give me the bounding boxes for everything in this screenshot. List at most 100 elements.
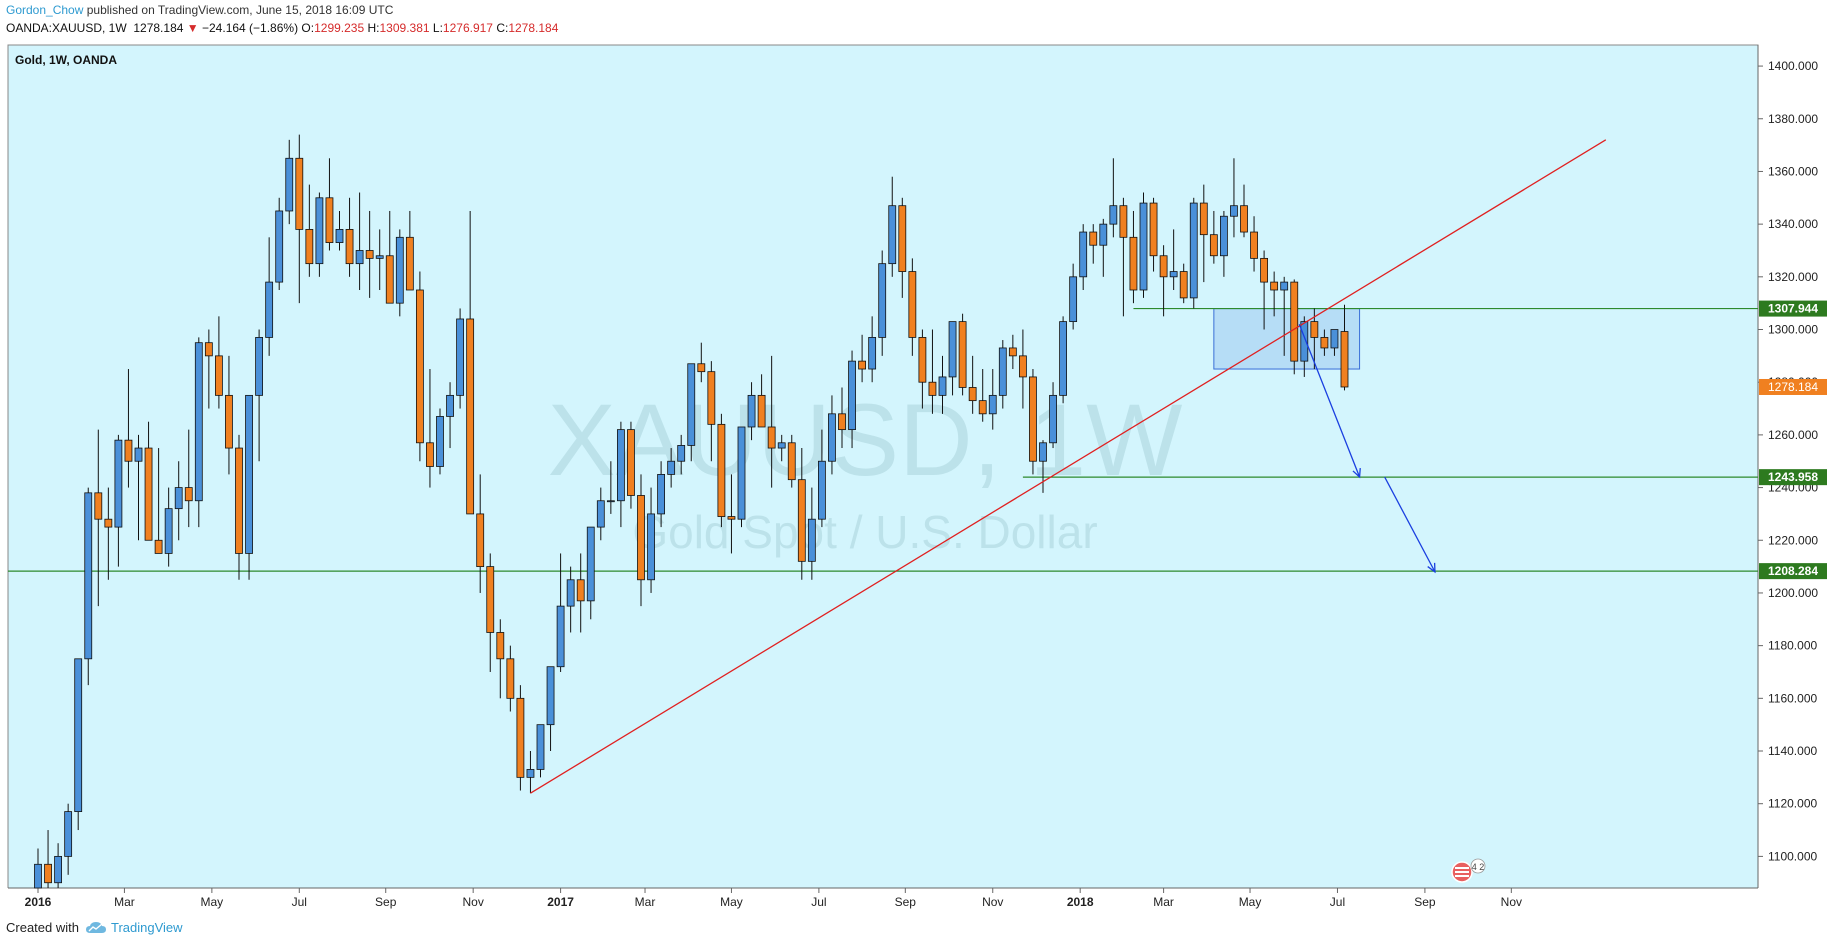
y-tick-label: 1160.000	[1768, 691, 1817, 705]
x-tick-label: Nov	[982, 895, 1003, 909]
candle	[144, 421, 153, 541]
candle	[225, 355, 233, 475]
candle	[596, 487, 605, 541]
candle	[707, 361, 716, 462]
trendline-line[interactable]	[530, 139, 1607, 794]
candle	[305, 184, 314, 277]
candle	[948, 321, 957, 396]
price-axis[interactable]	[1758, 45, 1828, 888]
resistance-zone[interactable]	[1213, 308, 1361, 370]
candle	[1129, 210, 1138, 304]
candle	[1079, 224, 1088, 290]
candle	[767, 355, 776, 488]
symbol-name: OANDA:XAUUSD, 1W	[6, 21, 127, 35]
candle	[1300, 316, 1309, 377]
price-labels: 1307.944 1243.958 1208.284 1278.184	[1759, 300, 1827, 580]
y-tick-label: 1340.000	[1768, 217, 1818, 231]
candle	[1059, 316, 1067, 404]
candle	[335, 210, 344, 251]
candle	[94, 429, 103, 607]
candle	[908, 258, 917, 356]
horizontal-levels[interactable]	[8, 307, 1758, 572]
candle	[998, 340, 1007, 409]
cloud-icon	[85, 921, 106, 933]
candle	[1260, 250, 1268, 330]
candle	[104, 487, 113, 580]
candle	[1169, 229, 1178, 290]
candle	[606, 461, 615, 514]
candle	[1250, 216, 1258, 272]
x-tick-label: May	[201, 895, 224, 909]
candle	[858, 334, 866, 383]
candle	[797, 448, 806, 580]
candle	[657, 461, 665, 528]
close-label: C:	[496, 21, 509, 35]
trendline[interactable]	[530, 139, 1607, 794]
time-axis[interactable]	[0, 888, 1828, 912]
symbol-info: OANDA:XAUUSD, 1W 1278.184 ▼ −24.164 (−1.…	[6, 21, 558, 35]
candle	[1139, 192, 1148, 298]
x-tick-label: May	[1239, 895, 1262, 909]
candle	[878, 250, 887, 356]
last-price: 1278.184	[133, 21, 184, 35]
candle	[1089, 224, 1098, 264]
open-value: 1299.235	[314, 21, 365, 35]
candle	[818, 429, 826, 528]
candle	[978, 369, 987, 422]
candle	[506, 645, 515, 712]
last-price-label: 1278.184	[1768, 380, 1818, 394]
x-tick-label: Sep	[1414, 895, 1436, 909]
candle	[677, 434, 686, 475]
high-label: H:	[367, 21, 380, 35]
candle	[737, 426, 746, 528]
candle	[255, 329, 264, 462]
candle	[1119, 197, 1128, 317]
candle	[888, 176, 897, 277]
candle	[1039, 440, 1047, 493]
candle	[918, 329, 927, 409]
flag-icon[interactable]: 4 2	[1451, 858, 1486, 883]
candle	[235, 434, 243, 580]
author-link[interactable]: Gordon_Chow	[6, 3, 84, 17]
candle	[1340, 304, 1349, 391]
candle	[898, 197, 907, 298]
candle	[637, 474, 645, 607]
candle	[446, 382, 454, 449]
candle	[375, 229, 384, 290]
candle	[647, 487, 655, 593]
y-tick-label: 1400.000	[1768, 59, 1818, 73]
x-tick-label: 2018	[1067, 895, 1094, 909]
candle	[1290, 279, 1299, 375]
arrow-line[interactable]	[1298, 324, 1361, 478]
arrow-line[interactable]	[1384, 476, 1436, 573]
candle	[968, 355, 977, 414]
level-label-bg	[1759, 563, 1827, 580]
y-tick-label: 1140.000	[1768, 744, 1817, 758]
level-label-bg	[1759, 300, 1827, 317]
last-price-label-bg	[1759, 378, 1827, 395]
high-value: 1309.381	[379, 21, 430, 35]
tradingview-logo[interactable]: TradingView	[85, 920, 183, 935]
y-tick-label: 1260.000	[1768, 428, 1818, 442]
candle	[1019, 329, 1027, 409]
candle	[345, 197, 354, 277]
brand-name: TradingView	[110, 920, 183, 935]
y-tick-label: 1100.000	[1768, 849, 1817, 863]
x-tick-label: Sep	[375, 895, 397, 909]
candle	[1230, 158, 1238, 238]
level-label-bg	[1759, 469, 1827, 486]
candle	[1159, 245, 1168, 317]
candle	[325, 158, 334, 251]
candle	[355, 192, 364, 290]
candle	[586, 526, 595, 620]
close-value: 1278.184	[508, 21, 559, 35]
projection-arrows[interactable]	[1298, 324, 1436, 574]
x-tick-label: Sep	[895, 895, 917, 909]
candle	[1209, 210, 1218, 264]
zone-rect[interactable]	[1213, 308, 1361, 370]
x-tick-label: Jul	[292, 895, 307, 909]
candle	[194, 337, 203, 528]
x-tick-label: May	[720, 895, 743, 909]
x-tick-label: Mar	[114, 895, 135, 909]
